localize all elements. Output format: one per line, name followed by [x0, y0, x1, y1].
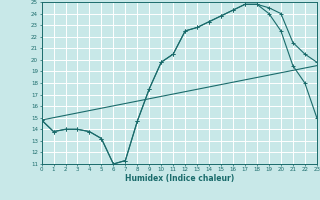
X-axis label: Humidex (Indice chaleur): Humidex (Indice chaleur)	[124, 174, 234, 183]
